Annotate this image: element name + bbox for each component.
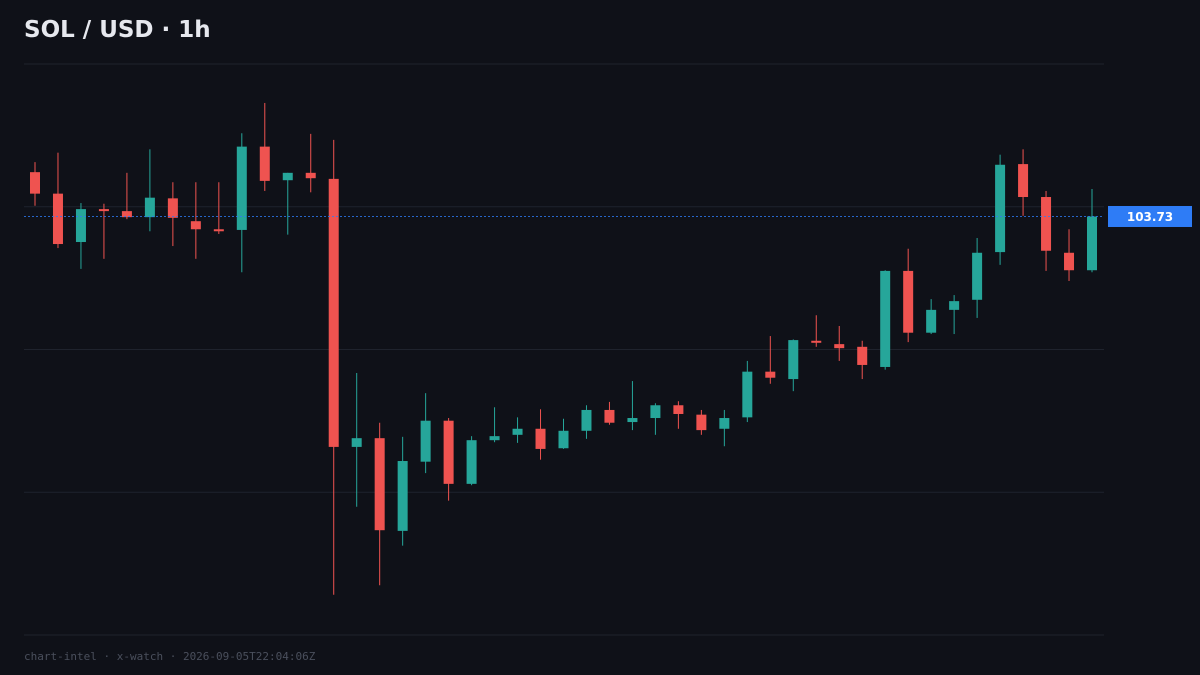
last-price-box <box>1108 205 1192 227</box>
candle-body <box>236 146 247 230</box>
candle-body <box>627 418 638 423</box>
candle-body <box>190 221 201 230</box>
candle-body <box>30 172 40 194</box>
candle-body <box>719 418 730 429</box>
candle-body <box>282 172 293 181</box>
candle-body <box>305 172 316 179</box>
candle-body <box>1018 164 1029 198</box>
footer: chart-intel · x-watch · 2026-09-05T22:04… <box>24 650 316 663</box>
candle-body <box>995 164 1006 253</box>
candle-body <box>1087 216 1097 271</box>
chart-title: SOL / USD · 1h <box>24 17 211 43</box>
candle-body <box>811 340 822 343</box>
candle-body <box>259 146 270 181</box>
candle-body <box>75 209 86 243</box>
candle-body <box>742 371 753 418</box>
candle-body <box>328 178 339 447</box>
candle-body <box>351 438 362 447</box>
candle-body <box>1064 252 1075 271</box>
candle-body <box>650 405 661 419</box>
candle-body <box>558 430 569 449</box>
candle-body <box>397 461 408 531</box>
candle-body <box>696 414 707 431</box>
candle-body <box>949 301 960 310</box>
last-price-label: 103.73 <box>1127 210 1173 224</box>
candle-body <box>52 193 63 245</box>
candle-body <box>144 197 155 218</box>
candle-body <box>213 229 224 232</box>
candle-body <box>788 340 799 380</box>
candle-body <box>834 344 845 349</box>
candle-body <box>581 409 592 431</box>
candle-body <box>512 428 523 435</box>
candle-body <box>1041 197 1052 251</box>
candle-body <box>857 346 868 365</box>
candle-body <box>121 211 132 218</box>
candle-body <box>466 440 477 484</box>
candle-body <box>535 428 546 449</box>
candle-body <box>765 371 776 378</box>
candle-body <box>443 420 454 484</box>
candle-body <box>972 252 983 300</box>
candle-body <box>903 270 914 333</box>
candle-body <box>420 420 431 462</box>
candle-body <box>604 409 615 423</box>
candle-body <box>673 405 684 414</box>
candle-body <box>880 270 891 367</box>
candle-body <box>926 309 937 333</box>
candle-body <box>98 209 109 212</box>
candle-body <box>167 198 178 218</box>
candle-body <box>374 438 385 531</box>
candle-body <box>489 436 500 441</box>
